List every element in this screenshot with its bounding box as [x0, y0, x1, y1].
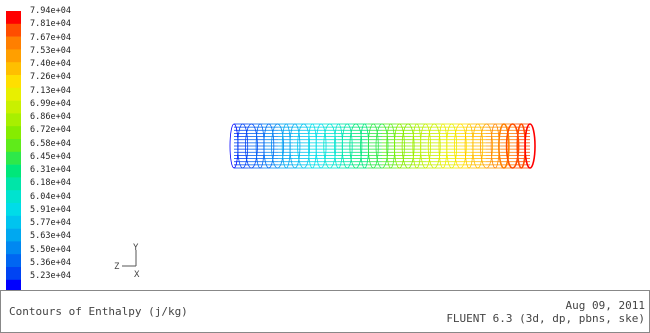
mesh-ring — [375, 123, 389, 169]
mesh-ring — [394, 123, 405, 169]
legend-value-label: 7.40e+04 — [30, 59, 71, 69]
mesh-ring — [480, 123, 493, 169]
legend-value-label: 7.53e+04 — [30, 45, 71, 56]
legend-value-label: 6.99e+04 — [30, 98, 71, 109]
mesh-ring — [472, 123, 484, 169]
legend-color-band — [6, 267, 21, 281]
mesh-ring — [446, 123, 458, 169]
legend-value-label: 5.36e+04 — [30, 257, 71, 268]
mesh-ring — [401, 123, 415, 169]
legend-value-label: 5.23e+04 — [30, 271, 71, 281]
mesh-ring — [245, 123, 258, 169]
legend-value-label: 6.58e+04 — [30, 138, 71, 149]
legend-color-band — [6, 203, 21, 217]
solver-info: FLUENT 6.3 (3d, dp, pbns, ske) — [446, 312, 645, 325]
legend-color-band — [6, 164, 21, 178]
axis-y-label: Y — [133, 243, 139, 253]
legend-color-band — [6, 113, 21, 127]
legend-color-band — [6, 241, 21, 255]
legend-value-label: 7.13e+04 — [30, 85, 71, 96]
legend-color-band — [6, 87, 21, 101]
legend-color-band — [6, 254, 21, 268]
axis-triad: Y Z X — [114, 243, 140, 280]
legend-color-band — [6, 228, 21, 242]
legend-value-label: 5.91e+04 — [30, 204, 71, 215]
legend-value-label: 6.31e+04 — [30, 165, 71, 175]
legend-color-band — [6, 75, 21, 89]
legend-value-label: 6.18e+04 — [30, 178, 71, 189]
mesh-ring — [341, 123, 353, 169]
plot-date: Aug 09, 2011 — [565, 299, 645, 312]
legend-value-label: 6.86e+04 — [30, 112, 71, 122]
mesh-ring — [427, 123, 441, 169]
legend-color-band — [6, 126, 21, 140]
mesh-ring — [271, 123, 284, 169]
legend-value-label: 7.26e+04 — [30, 72, 71, 83]
plot-caption: Contours of Enthalpy (j/kg) — [9, 305, 188, 318]
legend-value-label: 7.67e+04 — [30, 32, 71, 43]
legend-color-band — [6, 151, 21, 165]
legend-value-label: 6.72e+04 — [30, 125, 71, 136]
legend-color-band — [6, 279, 21, 290]
legend-value-label: 5.77e+04 — [30, 218, 71, 228]
mesh-ring — [505, 123, 520, 169]
mesh-view: Y Z X — [114, 123, 536, 280]
legend-color-band — [6, 139, 21, 153]
mesh-ring — [323, 123, 337, 169]
axis-x-label: X — [134, 270, 140, 280]
mesh-ring — [524, 123, 536, 169]
mesh-ring — [367, 123, 379, 169]
mesh-ring — [237, 123, 249, 169]
legend-value-label: 7.81e+04 — [30, 19, 71, 30]
legend-color-band — [6, 23, 21, 37]
mesh-ring — [289, 123, 301, 169]
mesh-ring — [315, 123, 327, 169]
mesh-ring — [498, 123, 510, 169]
legend-color-band — [6, 36, 21, 50]
legend-color-band — [6, 190, 21, 204]
legend-value-label: 5.63e+04 — [30, 231, 71, 242]
legend-value-label: 6.04e+04 — [30, 191, 71, 202]
legend-value-label: 7.94e+04 — [30, 6, 71, 16]
mesh-ring — [297, 123, 311, 169]
legend-color-band — [6, 177, 21, 191]
axis-z-label: Z — [114, 262, 120, 272]
cylinder-wireframe — [229, 123, 536, 169]
mesh-ring — [349, 123, 363, 169]
caption-panel: Contours of Enthalpy (j/kg) Aug 09, 2011… — [0, 290, 650, 333]
legend-color-band — [6, 215, 21, 229]
legend-color-band — [6, 100, 21, 114]
legend-value-label: 6.45e+04 — [30, 151, 71, 162]
mesh-ring — [453, 123, 467, 169]
color-legend-bar — [6, 11, 21, 290]
legend-color-band — [6, 11, 21, 25]
legend-color-band — [6, 49, 21, 63]
mesh-ring — [420, 123, 431, 169]
legend-color-band — [6, 62, 21, 76]
mesh-ring — [263, 123, 275, 169]
legend-value-label: 5.50e+04 — [30, 244, 71, 255]
